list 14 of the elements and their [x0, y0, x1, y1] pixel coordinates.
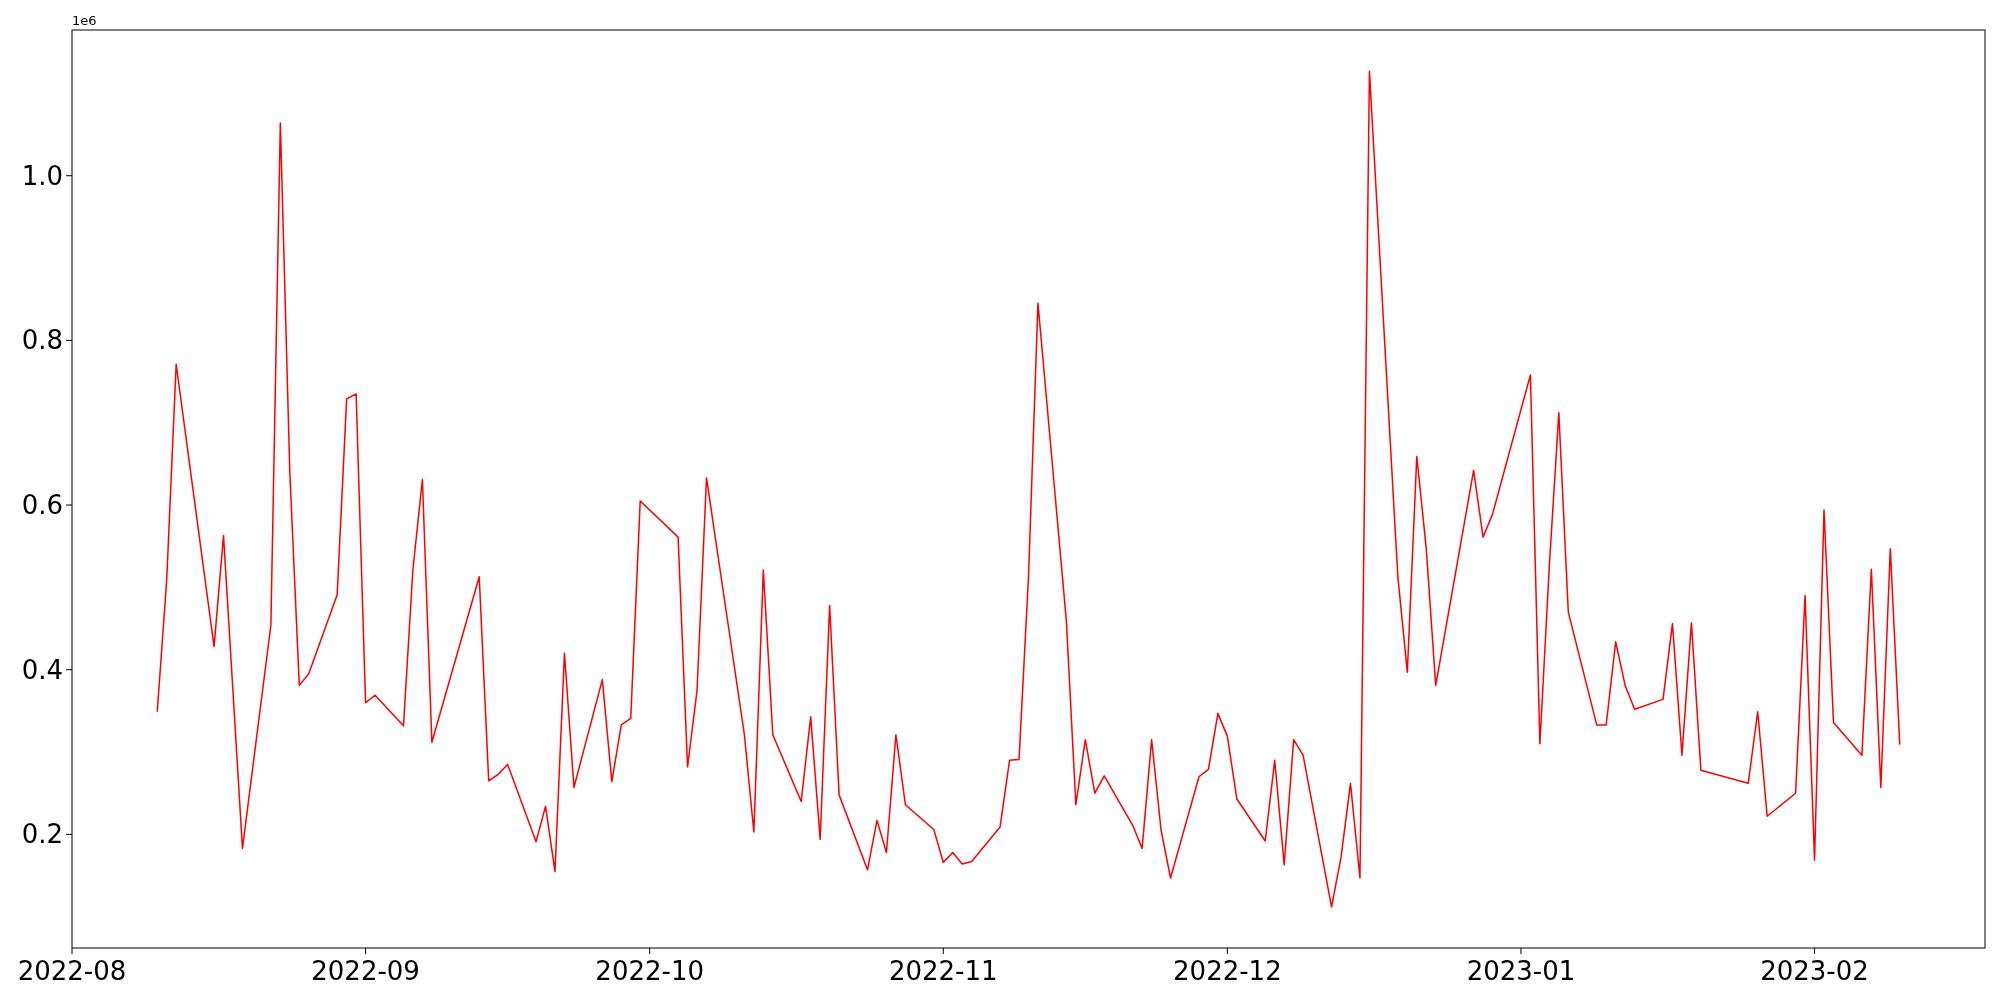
x-tick-label: 2022-12 [1173, 956, 1282, 986]
x-tick-label: 2022-11 [888, 956, 998, 986]
x-tick-label: 2022-08 [17, 956, 127, 986]
line-series [156, 70, 1901, 908]
x-tick-label: 2022-10 [595, 956, 705, 986]
x-tick-label: 2023-02 [1760, 956, 1869, 986]
y-tick-label: 0.6 [21, 490, 63, 521]
text: 1e6 [72, 13, 97, 28]
x-tick-label: 2022-09 [311, 956, 420, 986]
y-tick-label: 0.2 [21, 819, 63, 850]
x-tick-label: 2023-01 [1466, 956, 1576, 986]
y-tick-label: 1.0 [21, 160, 63, 191]
y-tick-label: 0.4 [21, 654, 63, 685]
y-tick-label: 0.8 [21, 325, 63, 356]
